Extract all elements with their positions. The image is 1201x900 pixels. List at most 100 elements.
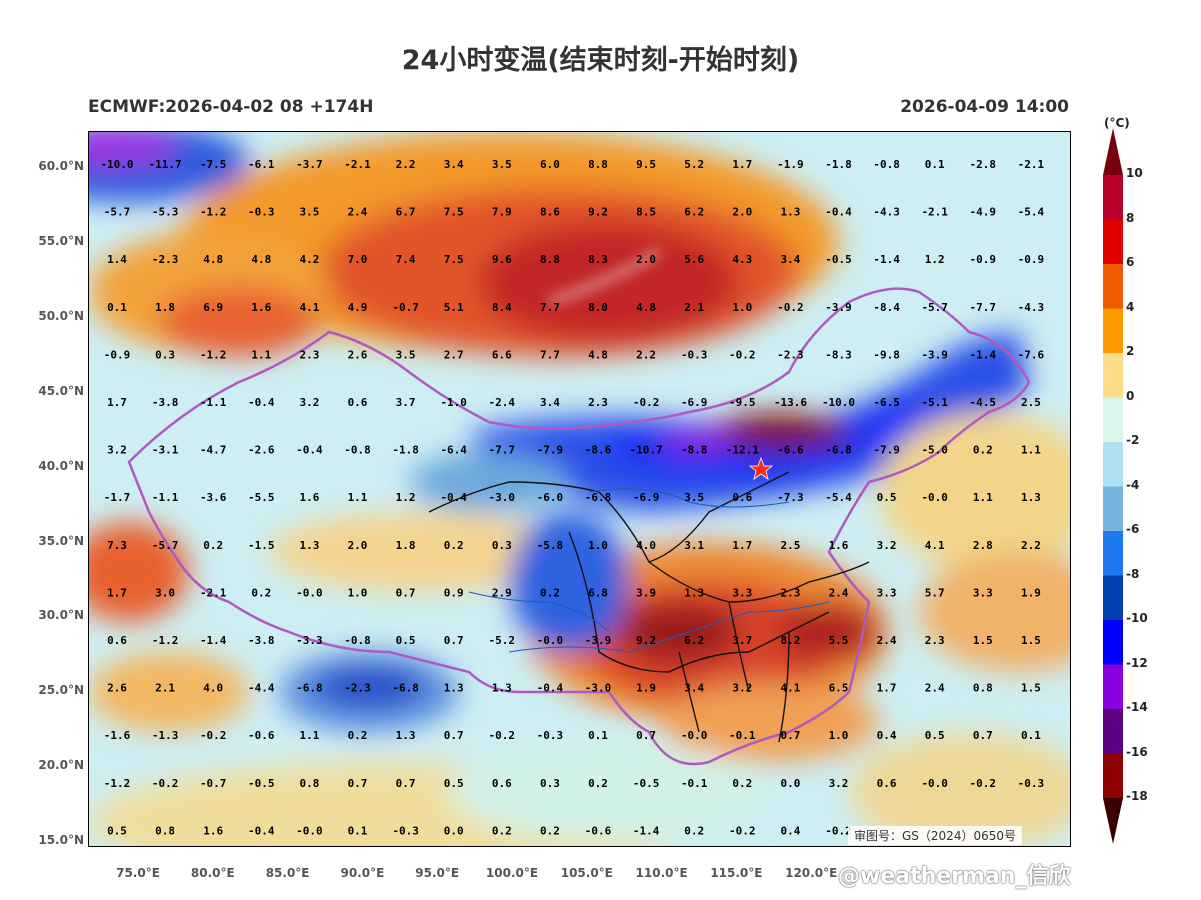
colorbar (1103, 128, 1123, 844)
grid-value: -6.8 (296, 682, 323, 695)
grid-value: -10.0 (822, 396, 855, 409)
grid-value: -1.1 (152, 491, 179, 504)
grid-value: 0.4 (780, 824, 800, 837)
grid-value: 1.9 (1021, 586, 1041, 599)
grid-value: -3.7 (296, 158, 323, 171)
grid-value: 1.0 (829, 729, 849, 742)
grid-value: 2.6 (107, 682, 127, 695)
grid-value: 6.8 (588, 586, 608, 599)
grid-value: -1.2 (200, 348, 227, 361)
grid-value: -8.8 (681, 444, 708, 457)
grid-value: -2.1 (1018, 158, 1045, 171)
grid-value: 3.2 (732, 682, 752, 695)
grid-value: -1.4 (200, 634, 227, 647)
grid-value: 2.3 (299, 348, 319, 361)
colorbar-tick-label: 4 (1126, 299, 1135, 314)
grid-value: 4.8 (588, 348, 608, 361)
colorbar-segment (1103, 486, 1123, 532)
grid-value: 8.4 (492, 301, 512, 314)
grid-value: 0.2 (732, 777, 752, 790)
grid-value: 3.0 (155, 586, 175, 599)
grid-value: 0.6 (107, 634, 127, 647)
grid-value: 2.5 (780, 539, 800, 552)
grid-value: 4.1 (299, 301, 319, 314)
grid-value: -1.6 (104, 729, 131, 742)
longitude-label: 100.0°E (485, 866, 539, 880)
grid-value: -0.3 (1018, 777, 1045, 790)
grid-value: -0.1 (681, 777, 708, 790)
colorbar-tick-label: -16 (1126, 744, 1148, 759)
grid-value: 7.0 (348, 253, 368, 266)
grid-value: 1.3 (492, 682, 512, 695)
grid-value: 3.9 (636, 586, 656, 599)
grid-value: 0.7 (444, 729, 464, 742)
grid-value: -0.4 (825, 206, 852, 219)
grid-value: -5.7 (921, 301, 948, 314)
grid-value: 3.5 (396, 348, 416, 361)
grid-value: -5.3 (152, 206, 179, 219)
latitude-label: 35.0°N (38, 533, 84, 548)
grid-value: -1.5 (248, 539, 274, 552)
grid-value: 3.4 (780, 253, 800, 266)
grid-value: 4.8 (251, 253, 271, 266)
colorbar-tick-label: -6 (1126, 522, 1140, 536)
grid-value: -0.9 (104, 348, 131, 361)
grid-value: 2.0 (732, 206, 752, 219)
longitude-label: 75.0°E (116, 866, 160, 880)
grid-value: 3.4 (540, 396, 560, 409)
grid-value: -2.1 (921, 206, 948, 219)
grid-value: 0.0 (780, 777, 800, 790)
grid-value: 3.3 (732, 586, 752, 599)
grid-value: 0.3 (492, 539, 512, 552)
grid-value: 0.6 (877, 777, 897, 790)
grid-value: -7.6 (1018, 348, 1045, 361)
grid-value: 1.6 (299, 491, 319, 504)
grid-value: 3.5 (299, 206, 319, 219)
grid-value: 0.2 (203, 539, 223, 552)
grid-value: 2.4 (348, 206, 368, 219)
grid-value: -0.4 (248, 396, 275, 409)
grid-value: 1.3 (684, 586, 704, 599)
colorbar-tick-label: -12 (1126, 655, 1148, 670)
grid-value: 1.5 (973, 634, 993, 647)
grid-value: 1.0 (348, 586, 368, 599)
grid-value: 8.8 (540, 253, 560, 266)
grid-value: 0.6 (348, 396, 368, 409)
grid-value: -6.4 (440, 444, 467, 457)
grid-value: -1.0 (440, 396, 467, 409)
grid-value: 0.2 (588, 777, 608, 790)
grid-value: 0.5 (107, 824, 127, 837)
grid-value: -0.0 (921, 491, 948, 504)
grid-value: -0.3 (681, 348, 708, 361)
grid-value: 1.1 (973, 491, 993, 504)
grid-value: 8.6 (540, 206, 560, 219)
grid-value: -0.2 (729, 348, 756, 361)
grid-value: -5.0 (921, 444, 948, 457)
grid-value: -2.1 (344, 158, 371, 171)
grid-value: -0.8 (344, 634, 371, 647)
grid-value: -3.0 (489, 491, 516, 504)
grid-values-layer: -10.0 -11.7 -7.5 -6.1 -3.7 -2.1 2.2 3.4 3.5 6.0 8.… (100, 158, 1044, 837)
grid-value: 3.2 (107, 444, 127, 457)
grid-value: -1.4 (633, 824, 660, 837)
grid-value: -0.2 (777, 301, 804, 314)
grid-value: -0.0 (296, 824, 323, 837)
latitude-label: 15.0°N (38, 833, 84, 848)
grid-value: 0.7 (396, 777, 416, 790)
grid-value: -0.2 (152, 777, 179, 790)
colorbar-segment (1103, 308, 1123, 354)
grid-value: -0.0 (296, 586, 323, 599)
grid-value: 0.1 (588, 729, 608, 742)
grid-value: 1.7 (732, 158, 752, 171)
grid-value: -4.9 (970, 206, 997, 219)
grid-value: 9.5 (636, 158, 656, 171)
grid-value: 5.2 (684, 158, 704, 171)
colorbar-segment (1103, 531, 1123, 576)
grid-value: 0.2 (973, 444, 993, 457)
grid-value: -3.9 (825, 301, 852, 314)
grid-value: 8.0 (588, 301, 608, 314)
grid-value: 3.2 (299, 396, 319, 409)
grid-value: 2.4 (829, 586, 849, 599)
grid-value: -0.5 (248, 777, 274, 790)
grid-value: 7.4 (396, 253, 416, 266)
